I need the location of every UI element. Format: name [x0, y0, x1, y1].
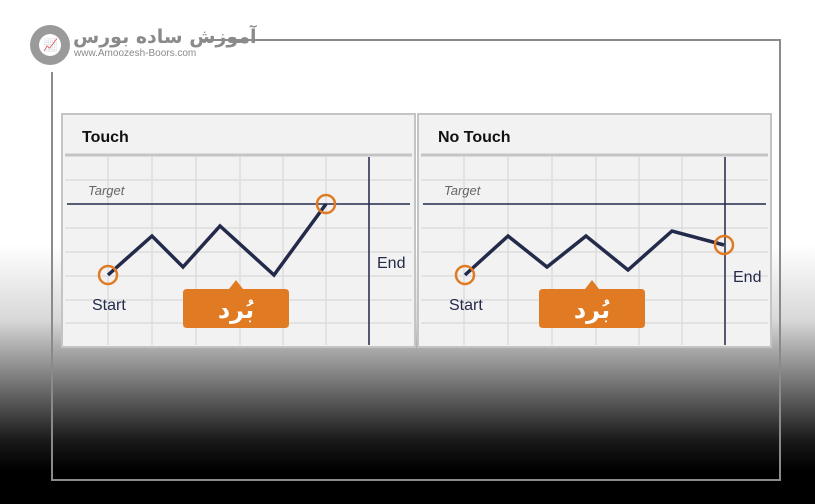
start-point-marker — [454, 264, 476, 286]
start-label: Start — [92, 297, 126, 314]
result-badge-label: بُرد — [218, 296, 254, 324]
end-point-marker — [315, 193, 337, 215]
price-path — [463, 229, 725, 277]
logo-name: آموزش ساده بورس — [73, 26, 257, 48]
result-badge — [539, 280, 645, 328]
start-label: Start — [449, 297, 483, 314]
frame — [51, 39, 781, 481]
result-badge — [183, 280, 289, 328]
target-label: Target — [88, 183, 126, 198]
touch-panel: Touch Target End Start بُرد — [61, 113, 416, 348]
price-path — [106, 202, 328, 278]
start-point-marker — [97, 264, 119, 286]
panel-title: No Touch — [438, 129, 511, 146]
end-point-marker — [713, 234, 735, 256]
panel-title: Touch — [82, 129, 129, 146]
target-label: Target — [444, 183, 482, 198]
logo-url: www.Amoozesh-Boors.com — [74, 48, 197, 59]
logo-globe-icon: 📈 — [30, 25, 70, 65]
end-label: End — [377, 255, 405, 272]
result-badge-label: بُرد — [574, 296, 610, 324]
no-touch-panel: No Touch Target End Start بُرد — [417, 113, 772, 348]
end-label: End — [733, 269, 761, 286]
